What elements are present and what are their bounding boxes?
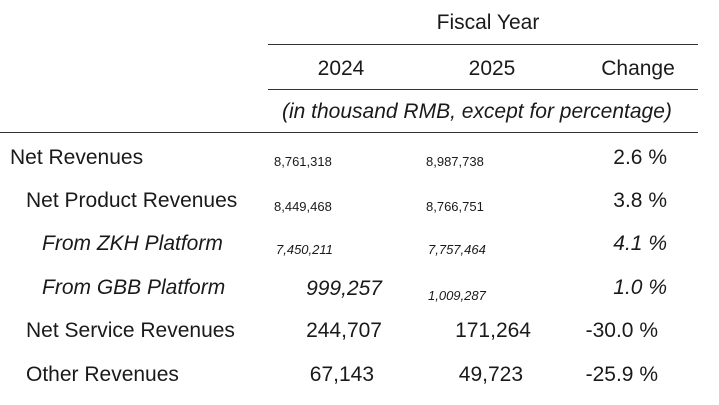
value-2025: 8,766,751	[426, 199, 484, 214]
column-header-2025: 2025	[468, 57, 516, 80]
value-change: 1.0 %	[613, 276, 667, 299]
value-change: 2.6 %	[613, 146, 667, 169]
value-2024: 7,450,211	[276, 242, 333, 257]
value-2024: 8,449,468	[274, 199, 332, 214]
value-change: -25.9 %	[585, 363, 658, 386]
fiscal-year-heading: Fiscal Year	[436, 11, 540, 34]
value-2024: 244,707	[306, 319, 382, 342]
value-2025: 171,264	[455, 319, 531, 342]
header-rule-bottom	[0, 132, 698, 133]
value-2024: 8,761,318	[274, 154, 332, 169]
row-label: From ZKH Platform	[42, 232, 223, 255]
column-header-change: Change	[601, 57, 675, 80]
header-rule-top	[268, 44, 698, 45]
value-change: 3.8 %	[613, 189, 667, 212]
row-label: Net Product Revenues	[26, 189, 238, 212]
value-2025: 49,723	[458, 363, 523, 386]
value-2025: 7,757,464	[428, 242, 486, 257]
row-label: Net Revenues	[10, 146, 144, 169]
value-2025: 8,987,738	[426, 154, 484, 169]
row-label: From GBB Platform	[42, 276, 226, 299]
row-label: Net Service Revenues	[26, 319, 235, 342]
column-header-2024: 2024	[317, 57, 365, 80]
units-note: (in thousand RMB, except for percentage)	[282, 100, 672, 123]
value-2024: 999,257	[306, 277, 382, 300]
value-2025: 1,009,287	[428, 288, 486, 303]
value-change: -30.0 %	[585, 319, 658, 342]
value-change: 4.1 %	[613, 232, 667, 255]
row-label: Other Revenues	[26, 363, 179, 386]
header-rule-middle	[268, 89, 698, 90]
value-2024: 67,143	[309, 363, 374, 386]
